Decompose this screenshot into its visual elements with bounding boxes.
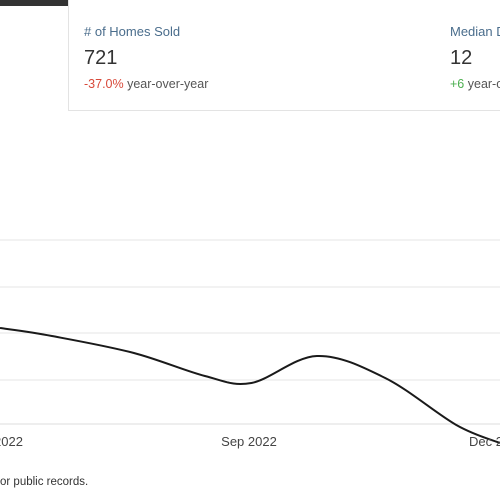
homes-sold-value: 721: [84, 47, 118, 69]
median-days-change-value: +6: [450, 77, 465, 91]
source-note: or public records.: [0, 476, 89, 488]
series-line: [0, 327, 500, 444]
homes-sold-change: -37.0% year-over-year: [84, 77, 208, 91]
homes-sold-label: # of Homes Sold: [84, 24, 181, 39]
median-days-change-suffix: year-o: [464, 77, 500, 91]
x-tick-label: Sep 2022: [221, 434, 277, 449]
homes-sold-change-suffix: year-over-year: [123, 77, 209, 91]
x-tick-label: 2022: [0, 434, 23, 449]
x-tick-label: Dec 2: [469, 434, 500, 449]
active-tab-indicator: [0, 0, 68, 6]
trend-chart: 2022 Sep 2022 Dec 2: [0, 239, 500, 449]
series-points: [0, 328, 500, 443]
homes-sold-card[interactable]: # of Homes Sold 721 -37.0% year-over-yea…: [84, 0, 384, 111]
median-days-value: 12: [450, 47, 473, 69]
median-days-card[interactable]: Median D 12 +6 year-o: [450, 0, 500, 111]
homes-sold-change-value: -37.0%: [84, 77, 124, 91]
chart-gridlines: [0, 239, 500, 425]
median-days-change: +6 year-o: [450, 77, 500, 91]
median-days-label: Median D: [450, 24, 500, 39]
stat-cards-row: # of Homes Sold 721 -37.0% year-over-yea…: [68, 0, 500, 111]
